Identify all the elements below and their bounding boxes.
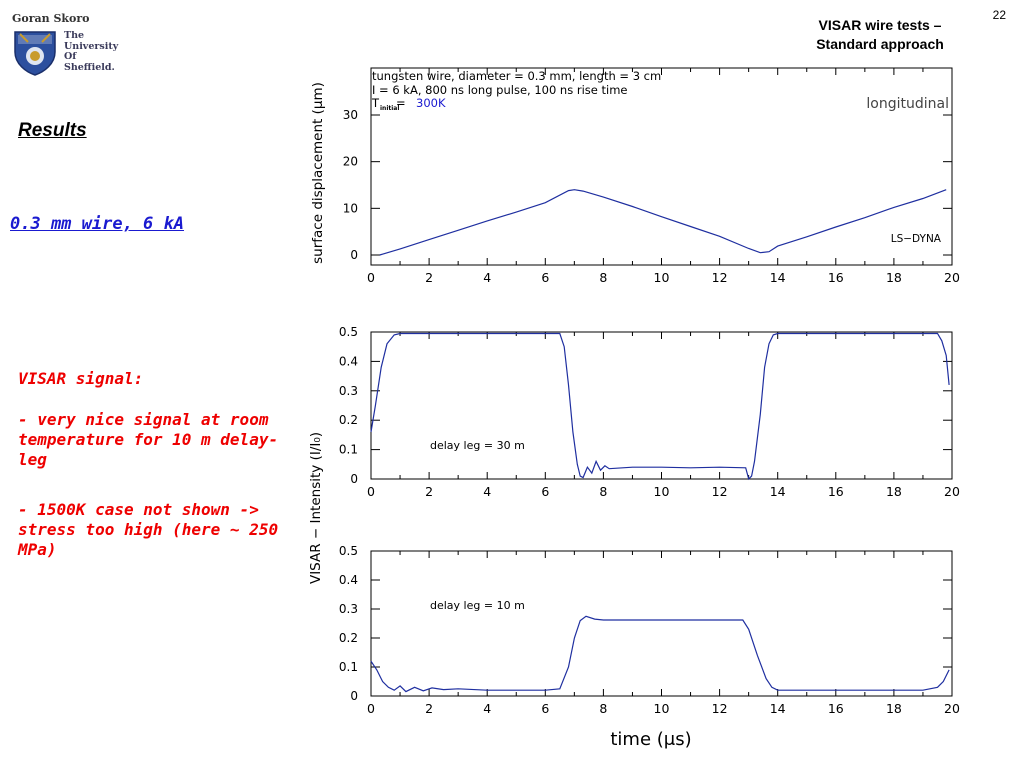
x-tick-label: 0 bbox=[367, 270, 375, 285]
y-tick-label: 10 bbox=[343, 201, 358, 215]
x-tick-label: 8 bbox=[599, 701, 607, 716]
x-tick-label: 14 bbox=[770, 701, 786, 716]
y-axis-label: surface displacement (μm) bbox=[310, 82, 326, 264]
university-crest-icon bbox=[14, 31, 56, 76]
x-tick-label: 8 bbox=[599, 484, 607, 499]
x-tick-label: 4 bbox=[483, 484, 491, 499]
annotation-line1: tungsten wire, diameter = 0.3 mm, length… bbox=[372, 69, 661, 83]
x-tick-label: 6 bbox=[541, 484, 549, 499]
displacement-chart: 0 2 4 6 8 10 12 14 16 18 20 0 10 20 30 surface displac… bbox=[310, 67, 960, 285]
x-tick-label: 18 bbox=[886, 701, 902, 716]
y-tick-label: 0 bbox=[350, 472, 358, 486]
slide-title-line2: Standard approach bbox=[816, 36, 944, 52]
y-axis-label: VISAR − Intensity (I/I₀) bbox=[308, 432, 324, 584]
annotation-temp-prefix: T bbox=[371, 96, 380, 110]
slide-title-line1: VISAR wire tests – bbox=[818, 17, 942, 33]
visar-chart: 0 2 4 6 8 10 12 14 16 18 20 0 2 4 6 8 10 12 14 16 18 20 0 0.1 0.… bbox=[308, 325, 960, 750]
x-tick-label: 6 bbox=[541, 270, 549, 285]
y-tick-label: 0.3 bbox=[339, 384, 358, 398]
x-tick-label: 0 bbox=[367, 484, 375, 499]
y-tick-label: 0 bbox=[350, 689, 358, 703]
y-tick-label: 0.5 bbox=[339, 544, 358, 558]
x-tick-label: 8 bbox=[599, 270, 607, 285]
x-tick-label: 16 bbox=[828, 484, 844, 499]
y-tick-label: 30 bbox=[343, 108, 358, 122]
x-tick-label: 10 bbox=[654, 270, 670, 285]
university-line: Sheffield. bbox=[64, 61, 115, 73]
y-tick-label: 0.2 bbox=[339, 413, 358, 427]
author-name: Goran Skoro bbox=[12, 12, 90, 25]
page-number: 22 bbox=[992, 8, 1006, 22]
panel-label: delay leg = 30 m bbox=[430, 439, 525, 452]
y-tick-label: 0.5 bbox=[339, 325, 358, 339]
x-tick-label: 4 bbox=[483, 701, 491, 716]
x-tick-label: 18 bbox=[886, 484, 902, 499]
university-line: Of bbox=[64, 51, 77, 62]
x-tick-label: 10 bbox=[654, 484, 670, 499]
results-heading: Results bbox=[18, 120, 87, 141]
x-tick-label: 14 bbox=[770, 484, 786, 499]
annotation-line2: I = 6 kA, 800 ns long pulse, 100 ns rise… bbox=[372, 83, 628, 97]
x-tick-label: 20 bbox=[944, 701, 960, 716]
annotation-code: LS−DYNA bbox=[891, 233, 942, 245]
x-tick-label: 2 bbox=[425, 701, 433, 716]
y-tick-label: 0 bbox=[350, 248, 358, 262]
university-line: University bbox=[64, 40, 119, 52]
series-line bbox=[370, 615, 950, 693]
annotation-temp-value: 300K bbox=[416, 96, 446, 110]
x-tick-label: 2 bbox=[425, 270, 433, 285]
x-tick-label: 4 bbox=[483, 270, 491, 285]
series-line bbox=[379, 189, 947, 256]
x-tick-label: 18 bbox=[886, 270, 902, 285]
series-line bbox=[370, 332, 950, 481]
annotation-temp-sub: initial bbox=[380, 105, 399, 112]
bullet-item: - 1500K case not shown -> stress too hig… bbox=[18, 500, 279, 559]
y-tick-label: 0.4 bbox=[339, 573, 358, 587]
x-tick-label: 6 bbox=[541, 701, 549, 716]
y-tick-label: 0.1 bbox=[339, 660, 358, 674]
y-tick-label: 20 bbox=[343, 155, 358, 169]
panel-label: delay leg = 10 m bbox=[430, 599, 525, 612]
y-tick-label: 0.3 bbox=[339, 602, 358, 616]
y-tick-label: 0.1 bbox=[339, 443, 358, 457]
annotation-temp-eq: = bbox=[396, 96, 406, 110]
x-axis-label: time (μs) bbox=[610, 729, 691, 750]
visar-heading: VISAR signal: bbox=[18, 369, 144, 388]
y-tick-label: 0.2 bbox=[339, 631, 358, 645]
x-tick-label: 16 bbox=[828, 701, 844, 716]
x-tick-label: 20 bbox=[944, 484, 960, 499]
annotation-mode: longitudinal bbox=[866, 96, 949, 112]
y-tick-label: 0.4 bbox=[339, 354, 358, 368]
slide-title: VISAR wire tests – Standard approach bbox=[780, 16, 980, 54]
x-tick-label: 2 bbox=[425, 484, 433, 499]
x-tick-label: 20 bbox=[944, 270, 960, 285]
plot-frame bbox=[370, 331, 953, 480]
x-tick-label: 14 bbox=[770, 270, 786, 285]
x-tick-label: 12 bbox=[712, 701, 728, 716]
x-tick-label: 12 bbox=[712, 270, 728, 285]
plot-frame bbox=[370, 67, 953, 266]
x-tick-label: 12 bbox=[712, 484, 728, 499]
bullet-item: - very nice signal at room temperature f… bbox=[18, 410, 279, 469]
wire-label: 0.3 mm wire, 6 kA bbox=[10, 214, 184, 234]
x-tick-label: 0 bbox=[367, 701, 375, 716]
plot-frame bbox=[370, 550, 953, 697]
x-tick-label: 16 bbox=[828, 270, 844, 285]
university-name: The University Of Sheffield. bbox=[64, 30, 119, 73]
x-tick-label: 10 bbox=[654, 701, 670, 716]
university-line: The bbox=[64, 30, 85, 41]
